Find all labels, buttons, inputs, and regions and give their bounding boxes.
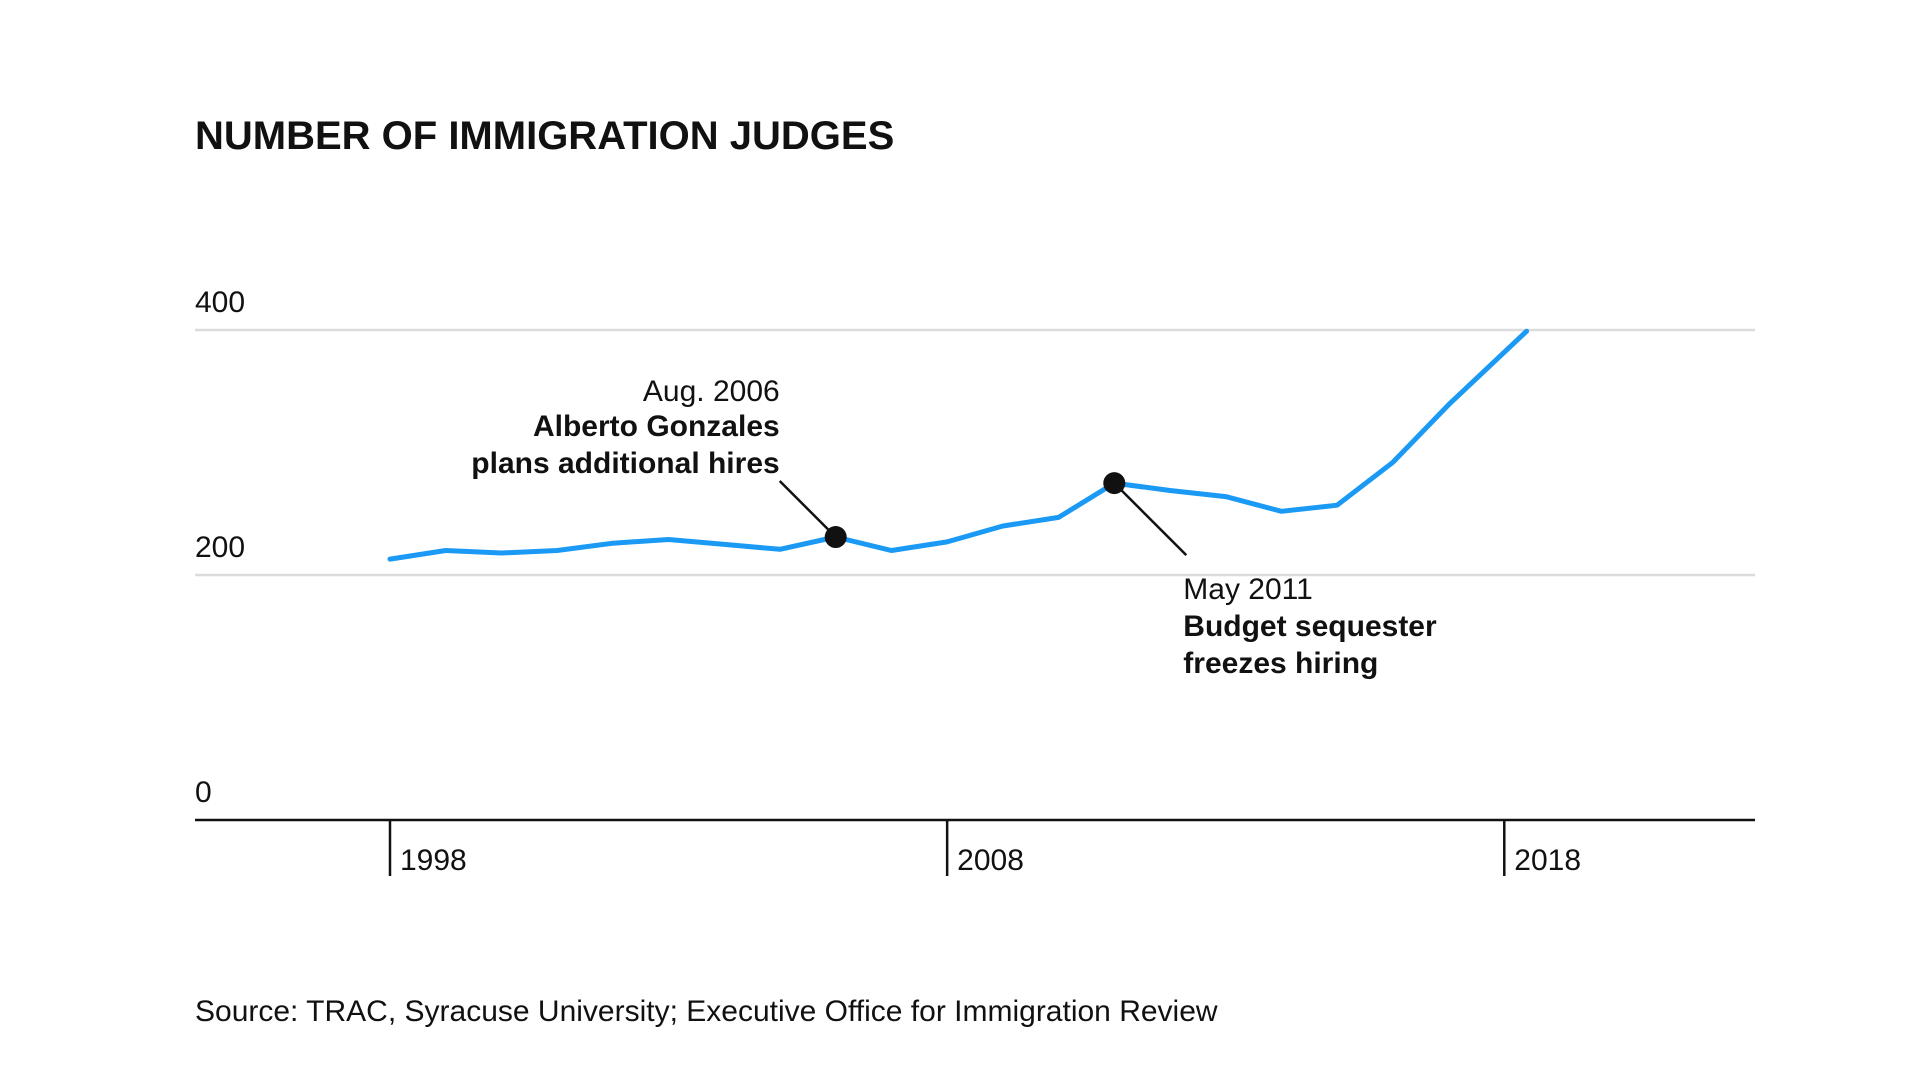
x-tick-label-2018: 2018 xyxy=(1514,844,1581,877)
y-tick-label-400: 400 xyxy=(195,286,245,319)
x-tick-label-2008: 2008 xyxy=(957,844,1024,877)
y-tick-label-200: 200 xyxy=(195,531,245,564)
annotation-leader-1 xyxy=(1113,482,1188,557)
annotation-text-0-0: Alberto Gonzales xyxy=(533,410,780,443)
x-tick-label-1998: 1998 xyxy=(400,844,467,877)
chart-source: Source: TRAC, Syracuse University; Execu… xyxy=(195,995,1218,1028)
annotation-date-1: May 2011 xyxy=(1183,573,1313,606)
annotation-date-0: Aug. 2006 xyxy=(643,375,780,408)
annotation-marker-1 xyxy=(1103,472,1126,495)
annotation-text-1-0: Budget sequester xyxy=(1183,610,1437,643)
annotation-text-0-1: plans additional hires xyxy=(471,447,779,480)
y-tick-label-0: 0 xyxy=(195,776,212,809)
series-line-0 xyxy=(387,328,1530,562)
grid-lines xyxy=(195,328,1755,577)
x-axis: 1998 2008 2018 xyxy=(195,818,1755,877)
annotation-text-1-1: freezes hiring xyxy=(1183,647,1378,680)
annotation-leader-0 xyxy=(778,480,837,538)
y-tick-labels: 0 200 400 xyxy=(195,286,245,809)
annotation-marker-0 xyxy=(824,526,847,549)
series-lines xyxy=(387,328,1530,562)
chart-title: NUMBER OF IMMIGRATION JUDGES xyxy=(195,114,894,158)
